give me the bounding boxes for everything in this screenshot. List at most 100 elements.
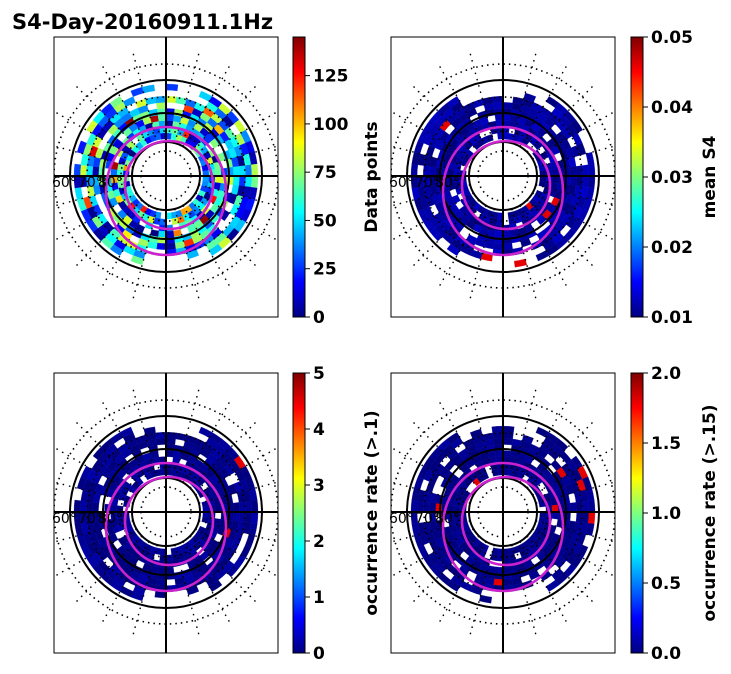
- heatmap-cell: [214, 504, 222, 513]
- colorbar-tick-label: 5: [313, 364, 325, 384]
- heatmap-cell: [142, 84, 155, 94]
- latitude-label: 70°: [415, 175, 440, 191]
- oval-boundary-inner: [460, 475, 552, 567]
- colorbar-tick-label: 25: [313, 260, 337, 280]
- heatmap-cell: [226, 564, 240, 578]
- polar-panel-top-left: 60° 70°80° 0 25 50 75 100 125 Data points: [52, 36, 382, 328]
- heatmap-cell: [155, 96, 167, 104]
- heatmap-cell: [244, 511, 253, 524]
- heatmap-cell: [73, 163, 82, 177]
- oval-boundary-inner: [123, 475, 215, 567]
- heatmap-cell: [245, 534, 256, 548]
- heatmap-cell: [502, 242, 513, 250]
- colorbar-tick-label: 4: [313, 420, 325, 440]
- heatmap-cell: [157, 114, 167, 122]
- heatmap-cell: [214, 175, 222, 184]
- heatmap-cell: [492, 96, 504, 104]
- polar-plot-area: [54, 37, 278, 317]
- latitude-label: 60°: [389, 175, 414, 191]
- heatmap-cell: [446, 243, 461, 256]
- heatmap-cell: [570, 119, 583, 134]
- heatmap-cell: [523, 92, 537, 103]
- colorbar: [630, 36, 644, 318]
- colorbar-tick-label: 1: [313, 588, 325, 608]
- heatmap-cell: [238, 175, 246, 187]
- heatmap-cell: [587, 175, 596, 189]
- latitude-label: 80°: [435, 175, 460, 191]
- heatmap-cell: [244, 500, 253, 513]
- heatmap-cell: [208, 579, 223, 592]
- heatmap-cell: [581, 500, 590, 513]
- colorbar-label: mean S4: [700, 135, 720, 218]
- heatmap-cell: [493, 102, 504, 110]
- colorbar-tick-label: 0.03: [651, 168, 693, 188]
- axes-frame: [53, 36, 279, 318]
- heatmap-cell: [493, 578, 504, 586]
- heatmap-cell: [502, 102, 513, 110]
- colorbar: [292, 36, 306, 318]
- heatmap-cells: [73, 426, 259, 602]
- heatmap-cell: [80, 465, 92, 480]
- heatmap-cell: [119, 426, 134, 438]
- axes-frame: [390, 372, 616, 654]
- heatmap-cell: [575, 175, 583, 187]
- colorbar-tick-label: 0.0: [651, 644, 681, 664]
- heatmap-cell: [156, 242, 167, 250]
- heatmap-cell: [502, 230, 512, 238]
- colorbar: [630, 372, 644, 654]
- heatmap-cell: [143, 426, 156, 436]
- heatmap-cell: [73, 499, 82, 513]
- latitude-label: 70°: [415, 511, 440, 527]
- colorbar-tick-label: 0: [313, 644, 325, 664]
- colorbar-tick-label: 0.04: [651, 98, 693, 118]
- colorbar-tick-label: 2.0: [651, 364, 681, 384]
- heatmap-cell: [569, 502, 577, 513]
- heatmap-cell: [575, 511, 583, 523]
- heatmap-cell: [244, 164, 253, 177]
- heatmap-cell: [157, 566, 167, 574]
- heatmap-cell: [492, 432, 504, 440]
- heatmap-cell: [545, 579, 560, 592]
- heatmap-cell: [250, 163, 259, 177]
- heatmap-cell: [555, 438, 569, 452]
- colorbar-tick-label: 1.5: [651, 434, 681, 454]
- heatmap-cell: [581, 164, 590, 177]
- heatmap-cell: [76, 140, 87, 154]
- colorbar-tick-label: 75: [313, 163, 337, 183]
- heatmap-cell: [587, 163, 596, 177]
- heatmap-cell: [165, 438, 176, 446]
- colorbar-tick-label: 0: [313, 308, 325, 328]
- heatmap-cell: [250, 499, 259, 513]
- heatmap-cell: [446, 432, 461, 445]
- latitude-label: 60°: [52, 175, 77, 191]
- heatmap-cell: [479, 594, 492, 604]
- heatmap-cell: [493, 438, 504, 446]
- heatmap-cell: [502, 578, 513, 586]
- heatmap-cell: [244, 175, 253, 188]
- oval-boundary-inner: [123, 139, 215, 231]
- colorbar-tick-label: 0.02: [651, 238, 693, 258]
- latitude-label: 60°: [52, 511, 77, 527]
- heatmap-cell: [417, 544, 429, 559]
- colorbar-tick-label: 125: [313, 67, 349, 87]
- heatmap-cell: [502, 566, 512, 574]
- heatmap-cell: [156, 578, 167, 586]
- axes-frame: [53, 372, 279, 654]
- heatmap-cell: [491, 425, 504, 434]
- heatmap-cell: [493, 242, 504, 250]
- heatmap-cell: [514, 258, 527, 268]
- heatmap-cell: [165, 230, 175, 238]
- heatmap-cell: [502, 450, 512, 458]
- heatmap-cell: [130, 255, 144, 266]
- latitude-label: 80°: [435, 511, 460, 527]
- colorbar-label: occurrence rate (>.15): [700, 404, 720, 621]
- heatmap-cell: [446, 96, 461, 109]
- latitude-label: 60°: [389, 511, 414, 527]
- latitude-label: 70°: [78, 175, 103, 191]
- colorbar-tick-label: 3: [313, 476, 325, 496]
- heatmap-cell: [581, 511, 590, 524]
- colorbar-tick-label: 0.01: [651, 308, 693, 328]
- heatmap-cell: [469, 428, 483, 439]
- colorbar-tick-label: 0.5: [651, 574, 681, 594]
- polar-panel-bottom-right: 60° 70°80° 0.0 0.5 1.0 1.5 2.0 occurrence rate …: [389, 364, 720, 664]
